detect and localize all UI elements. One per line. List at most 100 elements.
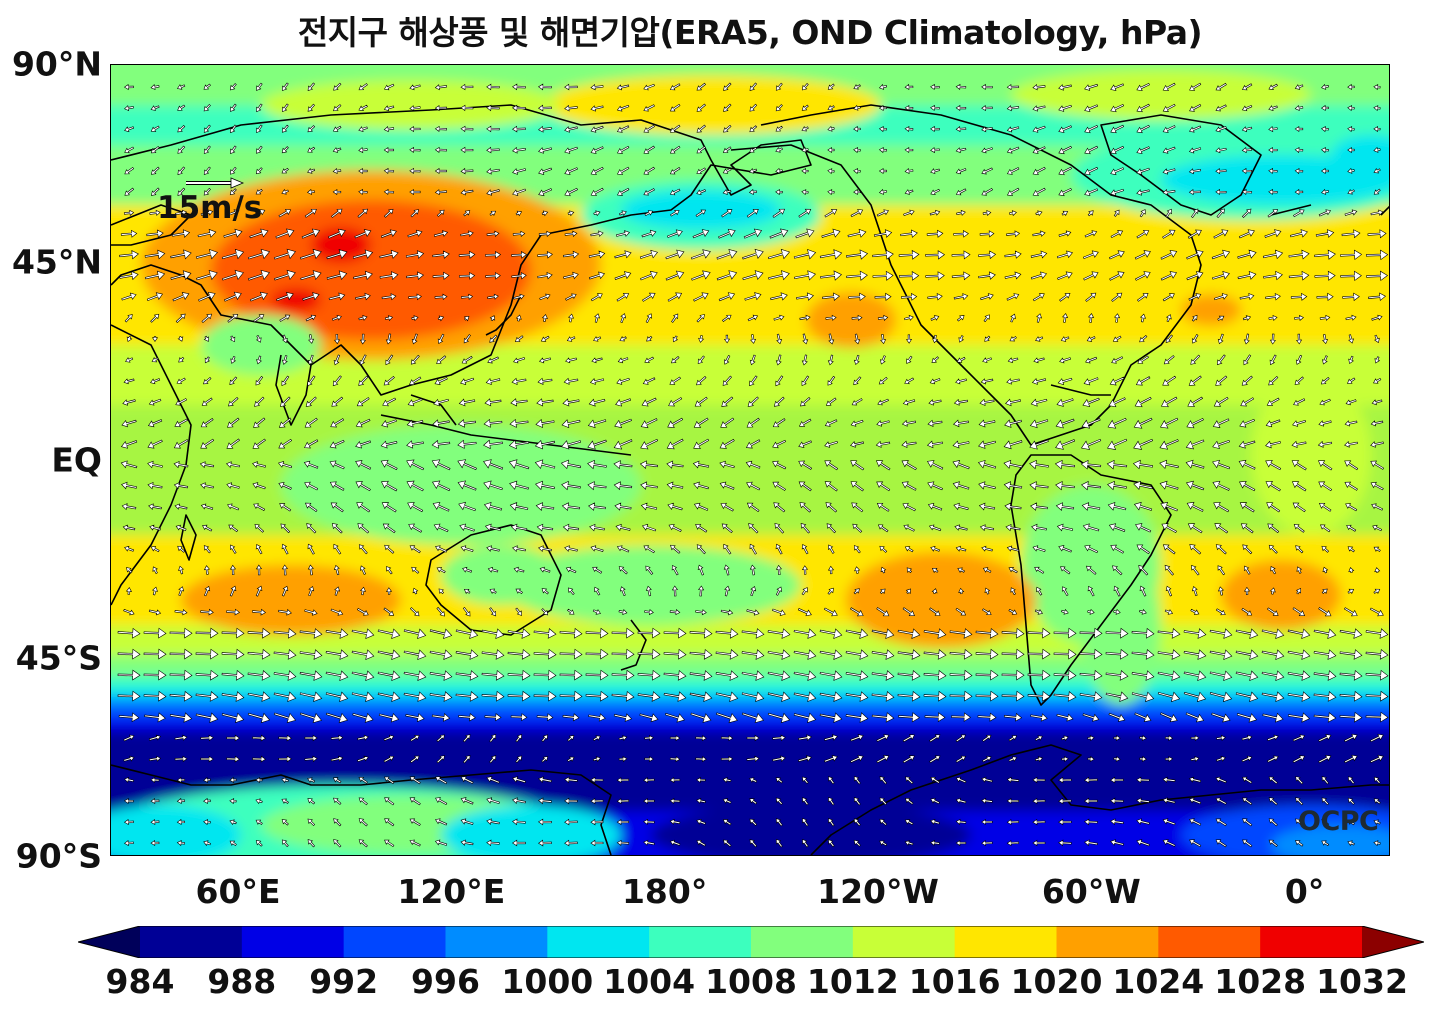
wind-arrow <box>741 691 765 703</box>
wind-arrow <box>1005 398 1021 407</box>
wind-arrow <box>538 797 552 805</box>
wind-arrow <box>824 440 838 448</box>
wind-arrow <box>1113 313 1121 323</box>
wind-arrow <box>536 398 554 407</box>
wind-arrow <box>559 648 583 660</box>
wind-arrow <box>1187 396 1203 407</box>
wind-arrow <box>121 419 137 428</box>
wind-arrow <box>620 313 627 324</box>
wind-arrow <box>926 440 943 449</box>
wind-arrow <box>721 523 733 534</box>
wind-arrow <box>1269 587 1276 595</box>
wind-arrow <box>671 565 679 576</box>
wind-arrow <box>643 839 655 846</box>
wind-arrow <box>203 166 211 175</box>
wind-arrow <box>956 356 966 363</box>
wind-arrow <box>1344 481 1358 491</box>
wind-arrow <box>1081 480 1101 491</box>
wind-arrow <box>333 543 342 555</box>
wind-arrow <box>800 523 810 534</box>
wind-arrow <box>381 502 397 513</box>
wind-arrow <box>1006 167 1020 175</box>
wind-arrow <box>587 481 607 491</box>
wind-arrow <box>847 228 867 238</box>
wind-arrow <box>148 398 162 406</box>
wind-arrow <box>956 209 966 216</box>
wind-arrow <box>1238 440 1256 449</box>
wind-arrow <box>510 398 528 407</box>
wind-arrow <box>383 146 395 154</box>
wind-arrow <box>982 567 992 573</box>
wind-arrow <box>1318 460 1333 471</box>
wind-arrow <box>590 166 604 175</box>
wind-arrow <box>436 355 447 365</box>
wind-arrow <box>247 712 271 724</box>
wind-arrow <box>406 480 424 492</box>
wind-arrow <box>487 356 499 364</box>
wind-arrow <box>880 566 887 574</box>
wind-arrow <box>590 146 604 154</box>
wind-arrow <box>274 269 296 281</box>
wind-arrow <box>1373 546 1381 552</box>
wind-arrow <box>669 797 681 805</box>
wind-arrow <box>489 588 497 594</box>
wind-arrow <box>618 210 627 217</box>
wind-arrow <box>405 250 425 259</box>
wind-arrow <box>378 712 400 723</box>
wind-arrow <box>879 797 888 806</box>
wind-arrow <box>641 397 657 407</box>
wind-arrow <box>278 209 292 218</box>
wind-arrow <box>227 417 240 428</box>
wind-arrow <box>793 248 817 260</box>
wind-arrow <box>722 819 732 826</box>
wind-arrow <box>403 691 427 702</box>
wind-arrow <box>1318 754 1332 764</box>
wind-arrow <box>958 335 965 343</box>
wind-arrow <box>172 292 190 302</box>
wind-arrow <box>331 396 344 407</box>
wind-arrow <box>221 712 245 724</box>
wind-arrow <box>641 229 657 238</box>
wind-arrow <box>1053 648 1077 660</box>
wind-arrow <box>1131 649 1155 660</box>
wind-arrow <box>824 460 839 471</box>
wind-arrow <box>1163 355 1175 365</box>
wind-arrow <box>618 566 628 575</box>
wind-arrow <box>1008 735 1018 742</box>
wind-arrow <box>949 648 973 660</box>
wind-arrow <box>903 524 915 532</box>
wind-arrow <box>1084 188 1099 197</box>
wind-arrow <box>1006 776 1020 783</box>
wind-arrow <box>749 125 758 133</box>
wind-arrow <box>144 249 166 260</box>
wind-arrow <box>460 189 474 196</box>
wind-arrow <box>255 585 263 597</box>
wind-arrow <box>434 167 447 175</box>
wind-arrow <box>955 734 966 743</box>
wind-arrow <box>382 397 397 407</box>
wind-arrow <box>1215 608 1226 616</box>
wind-arrow <box>565 357 577 364</box>
wind-arrow <box>1108 523 1126 532</box>
wind-arrow <box>669 839 681 846</box>
wind-arrow <box>1107 501 1127 511</box>
wind-arrow <box>1344 733 1358 743</box>
wind-arrow <box>280 523 291 534</box>
wind-arrow <box>380 459 398 471</box>
wind-arrow <box>1136 189 1150 196</box>
wind-arrow <box>539 293 551 301</box>
wind-arrow <box>1109 376 1125 386</box>
wind-arrow <box>1265 292 1281 301</box>
wind-arrow <box>1292 734 1306 742</box>
wind-arrow <box>307 798 316 805</box>
wind-arrow <box>979 230 995 238</box>
wind-arrow <box>200 503 214 510</box>
lon-tick-label: 120°E <box>397 872 506 911</box>
wind-arrow <box>567 608 575 615</box>
wind-arrow <box>1162 103 1176 112</box>
wind-arrow <box>1084 818 1098 826</box>
wind-arrow <box>195 627 219 639</box>
wind-arrow <box>176 839 186 847</box>
wind-arrow <box>151 356 159 363</box>
wind-arrow <box>693 438 710 449</box>
